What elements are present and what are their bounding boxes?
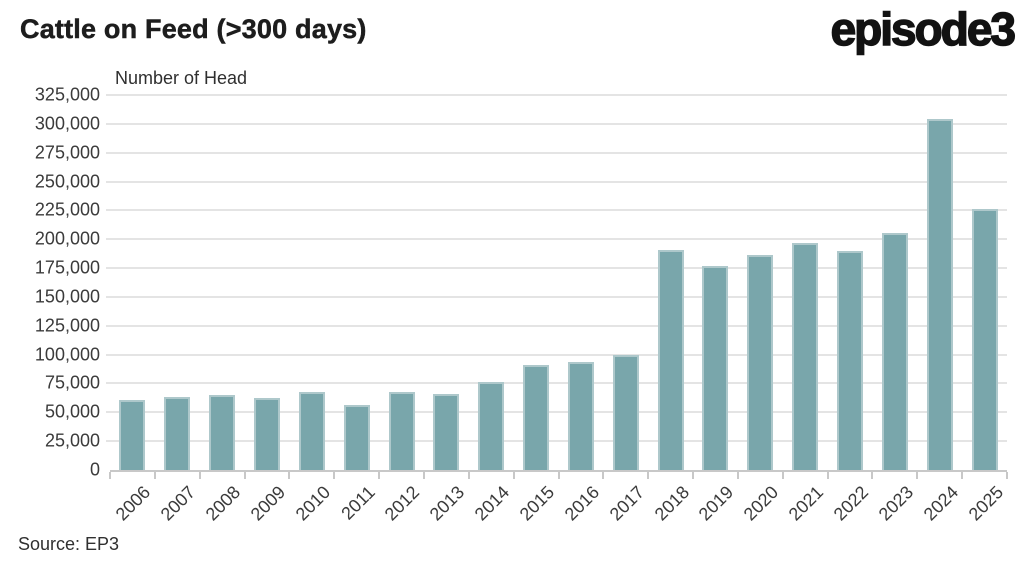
gridline: [106, 324, 1007, 327]
x-axis-tick: [916, 472, 919, 479]
x-axis-tick-labels: 2006 2007 2008 2009 2010 2011 2012 2013 2014 2015…: [110, 470, 1007, 545]
bar-2023: [881, 233, 908, 470]
y-tick-label: 125,000: [34, 315, 100, 336]
bar-2009: [253, 398, 280, 470]
bar-2019: [702, 265, 729, 470]
x-tick-label: 2015: [515, 482, 559, 525]
gridline: [106, 382, 1007, 385]
x-axis-tick: [692, 472, 695, 479]
gridline: [106, 94, 1007, 96]
bar-2025: [971, 209, 998, 470]
bar-2011: [343, 405, 370, 470]
gridline: [106, 440, 1007, 443]
x-axis-tick: [736, 472, 739, 479]
bar-2007: [164, 397, 191, 470]
x-axis-tick: [109, 472, 111, 479]
x-tick-label: 2011: [337, 482, 379, 524]
bar-2013: [433, 393, 460, 470]
bar-2021: [792, 242, 819, 470]
bar-2010: [298, 391, 325, 470]
x-tick-label: 2018: [650, 482, 693, 525]
bar-2008: [209, 395, 236, 470]
x-axis-tick: [243, 472, 246, 479]
plot-area: [106, 94, 1008, 479]
bar-2018: [657, 249, 684, 470]
x-axis-tick: [557, 472, 560, 479]
y-tick-label: 200,000: [34, 228, 100, 249]
x-tick-label: 2016: [560, 482, 604, 525]
x-axis-tick: [602, 472, 605, 479]
x-tick-label: 2014: [470, 482, 514, 525]
x-tick-label: 2023: [874, 482, 918, 525]
y-tick-label: 75,000: [44, 372, 100, 393]
x-tick-label: 2024: [919, 482, 962, 525]
gridline: [106, 238, 1007, 241]
y-tick-label: 300,000: [34, 113, 100, 134]
bar-2020: [747, 255, 774, 470]
x-axis-tick: [781, 472, 784, 479]
page-title: Cattle on Feed (>300 days): [20, 14, 367, 45]
x-tick-label: 2020: [740, 482, 783, 525]
x-axis-tick: [198, 472, 201, 479]
x-tick-label: 2006: [112, 482, 155, 525]
y-tick-label: 100,000: [34, 344, 100, 365]
y-tick-label: 275,000: [34, 142, 100, 163]
x-axis-tick: [871, 472, 874, 479]
x-axis-tick: [422, 472, 425, 479]
x-tick-label: 2009: [246, 482, 290, 525]
x-tick-label: 2008: [201, 482, 245, 525]
bar-2016: [567, 361, 594, 470]
x-tick-label: 2017: [605, 482, 648, 525]
x-tick-label: 2022: [829, 482, 873, 525]
x-tick-label: 2010: [291, 482, 334, 525]
y-tick-label: 25,000: [44, 430, 100, 451]
bar-2024: [926, 119, 953, 470]
bar-2015: [523, 365, 550, 470]
gridline: [106, 267, 1007, 270]
gridline: [106, 122, 1007, 125]
x-axis-tick: [288, 472, 291, 479]
x-axis-tick: [333, 472, 336, 479]
x-tick-label: 2012: [381, 482, 424, 525]
x-axis-tick: [961, 472, 964, 479]
gridline: [106, 180, 1007, 183]
x-axis-tick: [378, 472, 381, 479]
bar-2012: [388, 391, 415, 470]
x-axis-tick: [512, 472, 515, 479]
bar-2006: [119, 399, 146, 470]
y-tick-label: 250,000: [34, 171, 100, 192]
x-tick-label: 2013: [426, 482, 469, 525]
x-tick-label: 2021: [784, 482, 828, 525]
source-note: Source: EP3: [18, 534, 120, 554]
y-axis-title: Number of Head: [115, 68, 248, 88]
gridline: [106, 411, 1007, 414]
y-tick-label: 50,000: [44, 401, 100, 422]
y-tick-label: 150,000: [34, 286, 100, 307]
gridline: [106, 295, 1007, 298]
x-axis-tick: [153, 472, 156, 479]
y-tick-label: 225,000: [34, 199, 100, 220]
x-axis-tick: [826, 472, 829, 479]
gridline: [106, 151, 1007, 154]
x-axis-tick: [467, 472, 470, 479]
x-axis-tick: [1006, 472, 1008, 479]
gridline: [106, 209, 1007, 212]
x-axis-tick: [647, 472, 650, 479]
x-tick-label: 2007: [156, 482, 200, 525]
y-tick-label: 175,000: [34, 257, 100, 278]
episode3-logo: episode3: [830, 2, 1017, 56]
bar-2014: [478, 382, 505, 470]
y-tick-label: 0: [89, 459, 100, 480]
x-tick-label: 2019: [695, 482, 738, 525]
gridline: [106, 353, 1007, 356]
x-tick-label: 2025: [964, 482, 1007, 525]
y-tick-label: 325,000: [34, 84, 100, 105]
bar-2022: [837, 250, 864, 470]
y-axis-tick-labels: 0 25,000 50,000 75,000 100,000 125,000 150,000…: [0, 85, 100, 480]
bar-2017: [612, 354, 639, 470]
